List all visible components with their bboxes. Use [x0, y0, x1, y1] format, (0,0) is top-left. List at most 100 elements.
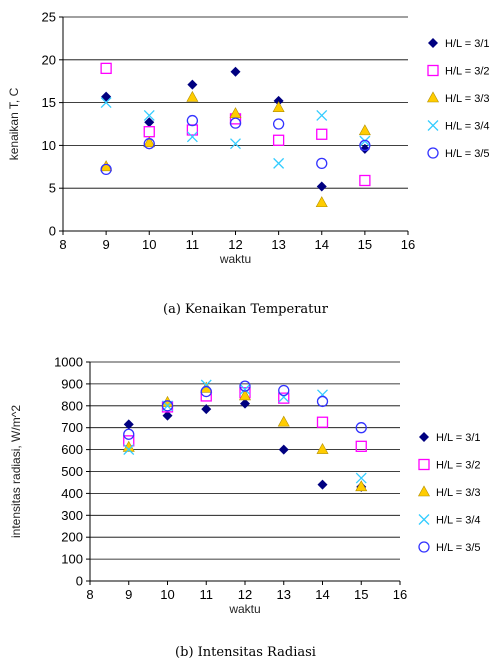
data-point: [187, 79, 198, 90]
data-point: [143, 136, 156, 148]
x-tick-label: 9: [103, 237, 110, 252]
caption-intensitas-radiasi: (b) Intensitas Radiasi: [175, 645, 316, 660]
data-point: [359, 143, 370, 154]
data-point: [123, 419, 134, 430]
legend-label: H/L = 3/5: [445, 148, 490, 160]
legend-label: H/L = 3/5: [436, 542, 481, 554]
data-point: [278, 384, 290, 397]
data-point: [100, 62, 112, 75]
legend-marker-square: [427, 64, 439, 77]
chart-intensitas-radiasi: 0 100 200 300 400 500 600 700 800 900 1000 8 9 10 11 12…: [9, 355, 481, 617]
x-tick-label: 16: [393, 587, 407, 602]
y-tick-label: 500: [61, 464, 83, 479]
x-tick-label: 11: [186, 237, 200, 252]
legend-label: H/L = 3/3: [436, 487, 481, 499]
x-tick-label: 14: [315, 587, 329, 602]
x-axis-title: waktu: [228, 602, 260, 616]
y-tick-label: 200: [61, 530, 83, 545]
y-tick-label: 0: [76, 574, 83, 589]
data-point: [359, 135, 371, 147]
y-tick-label: 5: [49, 181, 56, 196]
y-tick-label: 300: [61, 508, 83, 523]
x-tick-label: 13: [271, 237, 285, 252]
y-tick-label: 25: [42, 10, 56, 25]
x-tick-label: 8: [86, 587, 93, 602]
data-point: [143, 109, 155, 121]
data-point: [186, 90, 199, 102]
x-axis-title: waktu: [219, 252, 251, 266]
data-point: [161, 400, 174, 412]
x-tick-label: 13: [277, 587, 291, 602]
data-point: [123, 444, 135, 456]
legend-marker-diamond: [428, 38, 438, 48]
legend-marker-triangle: [417, 485, 431, 497]
y-tick-label: 100: [61, 552, 83, 567]
y-tick-label: 700: [61, 420, 83, 435]
x-tick-label: 10: [160, 587, 174, 602]
data-point: [316, 128, 328, 140]
series-diamond: [123, 398, 367, 492]
data-point: [359, 139, 371, 152]
data-point: [201, 404, 212, 415]
data-point: [358, 124, 371, 136]
y-tick-label: 0: [49, 224, 56, 239]
data-point: [316, 395, 329, 408]
data-point: [355, 480, 368, 492]
data-point: [229, 107, 242, 119]
series-triangle: [100, 90, 371, 208]
data-point: [355, 422, 367, 434]
data-point: [278, 444, 289, 455]
y-tick-label: 400: [61, 486, 83, 501]
legend-label: H/L = 3/2: [445, 66, 490, 78]
data-point: [162, 410, 173, 421]
data-point: [229, 117, 242, 129]
data-point: [272, 118, 285, 130]
x-tick-label: 12: [228, 237, 242, 252]
data-point: [316, 416, 329, 428]
x-tick-label: 15: [354, 587, 368, 602]
legend-label: H/L = 3/2: [436, 460, 481, 472]
data-point: [316, 109, 328, 121]
y-tick-label: 20: [42, 52, 56, 67]
y-tick-label: 15: [42, 95, 56, 110]
data-point: [101, 91, 112, 102]
y-tick-label: 900: [61, 376, 83, 391]
legend-label: H/L = 3/1: [445, 38, 490, 50]
legend-marker-x: [427, 120, 439, 131]
legend-label: H/L = 3/4: [445, 121, 490, 133]
chart-kenaikan-temperatur: 0 5 10 15 20 25 8 9 10 11 12 13 14 15 16 waktu kenaikan …: [7, 10, 490, 267]
data-point: [186, 131, 198, 143]
series-circle: [123, 380, 367, 440]
data-point: [238, 389, 252, 401]
data-point: [316, 181, 327, 192]
data-point: [315, 196, 328, 208]
legend-label: H/L = 3/4: [436, 515, 481, 527]
x-tick-label: 9: [125, 587, 132, 602]
series-triangle: [122, 381, 368, 492]
data-point: [100, 97, 112, 109]
data-point: [143, 138, 155, 150]
legend-marker-circle: [427, 147, 439, 159]
series-circle: [100, 114, 371, 176]
series-x: [100, 97, 371, 169]
data-point: [355, 440, 367, 452]
legend-marker-x: [418, 514, 430, 525]
x-tick-label: 11: [200, 587, 214, 602]
legend-label: H/L = 3/1: [436, 432, 481, 444]
x-tick-label: 12: [238, 587, 252, 602]
data-point: [100, 163, 112, 176]
data-point: [123, 428, 135, 440]
legend-label: H/L = 3/3: [445, 93, 490, 105]
legend-marker-diamond: [419, 432, 429, 442]
data-point: [240, 398, 250, 409]
y-axis-title: intensitas radiasi, W/m^2: [9, 405, 23, 538]
y-axis-title: kenaikan T, C: [7, 87, 21, 160]
caption-kenaikan-temperatur: (a) Kenaikan Temperatur: [163, 302, 328, 317]
data-point: [316, 157, 328, 170]
x-tick-label: 14: [315, 237, 329, 252]
x-tick-label: 16: [401, 237, 415, 252]
series-diamond: [101, 66, 370, 192]
x-tick-label: 10: [142, 237, 156, 252]
data-point: [230, 138, 241, 150]
data-point: [143, 126, 155, 138]
